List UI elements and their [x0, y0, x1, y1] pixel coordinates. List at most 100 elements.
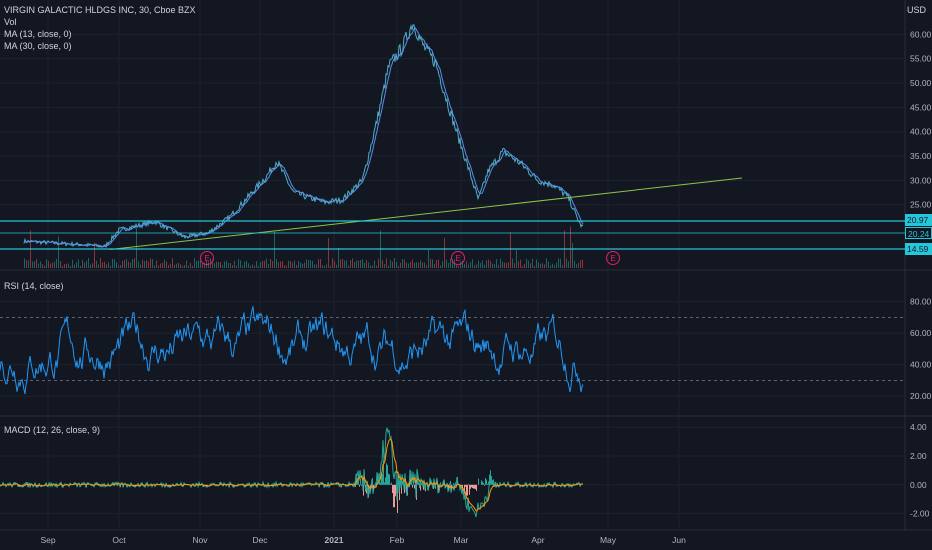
volume-bar [488, 259, 489, 268]
volume-bar [200, 260, 201, 268]
volume-bar [58, 236, 59, 268]
volume-bar [192, 265, 193, 268]
macd-histogram-bar [173, 483, 174, 485]
volume-bar [334, 260, 335, 268]
macd-histogram-bar [451, 484, 452, 490]
volume-bar [478, 260, 479, 268]
x-tick-4: 2021 [325, 535, 344, 545]
rsi-panel[interactable] [0, 306, 905, 395]
volume-bar [84, 262, 85, 268]
volume-bar [72, 259, 73, 268]
earnings-marker-label-2: E [610, 254, 615, 263]
volume-bar [322, 265, 323, 268]
macd-histogram-bar [22, 484, 23, 486]
volume-bar [378, 258, 379, 268]
volume-bar [472, 259, 473, 268]
macd-histogram-bar [544, 483, 545, 485]
volume-bar [486, 260, 487, 268]
macd-histogram-bar [387, 465, 388, 485]
macd-histogram-bar [487, 483, 488, 485]
volume-bar [36, 259, 37, 268]
volume-bar [534, 265, 535, 268]
volume-bar [280, 261, 281, 268]
macd-histogram-bar [554, 482, 555, 485]
volume-bar [546, 258, 547, 268]
volume-bar [398, 265, 399, 268]
earnings-marker-1 [451, 251, 465, 265]
volume-bar [340, 259, 341, 268]
volume-bar [90, 264, 91, 268]
macd-histogram-bar [383, 460, 384, 485]
y-tick-price-0: 60.00 [910, 29, 932, 39]
volume-bar [276, 258, 277, 268]
earnings-marker-2 [606, 251, 620, 265]
macd-histogram-bar [203, 484, 204, 487]
volume-bar [440, 265, 441, 268]
volume-bar [106, 264, 107, 268]
volume-bar [214, 263, 215, 268]
volume-bar [390, 260, 391, 268]
macd-histogram-bar [420, 484, 421, 491]
volume-bar [382, 260, 383, 268]
volume-bar [314, 264, 315, 268]
volume-bar [558, 258, 559, 268]
volume-bar [332, 258, 333, 268]
volume-bar [272, 261, 273, 268]
macd-histogram-bar [418, 482, 419, 485]
x-tick-6: Mar [454, 535, 469, 545]
volume-bar [578, 262, 579, 268]
macd-histogram-bar [556, 484, 557, 486]
volume-bar [560, 258, 561, 268]
volume-bar [410, 262, 411, 268]
volume-bar [356, 260, 357, 268]
volume-bar [422, 262, 423, 268]
volume-bar [38, 263, 39, 268]
y-tick-macd-2: 0.00 [910, 480, 927, 490]
price-panel[interactable] [0, 24, 905, 250]
volume-bar [284, 265, 285, 268]
volume-bar [120, 265, 121, 268]
macd-histogram-bar [406, 484, 407, 494]
macd-histogram-bar [401, 484, 402, 494]
volume-bar [44, 265, 45, 268]
volume-bar [452, 259, 453, 268]
macd-histogram-bar [141, 482, 142, 485]
volume-bar [432, 259, 433, 268]
macd-histogram-bar [384, 482, 385, 485]
volume-bar [392, 261, 393, 268]
volume-bar [166, 261, 167, 268]
volume-bar [232, 265, 233, 268]
volume-bar [100, 258, 101, 268]
y-tick-macd-0: 4.00 [910, 422, 927, 432]
volume-bar [338, 247, 339, 268]
volume-bar [188, 265, 189, 268]
volume-bar [484, 264, 485, 268]
macd-histogram-bar [491, 476, 492, 485]
volume-bar [436, 260, 437, 268]
volume-bar [70, 265, 71, 268]
macd-histogram-bar [441, 484, 442, 486]
macd-histogram-bar [135, 484, 136, 486]
volume-bar [394, 258, 395, 268]
macd-histogram-bar [321, 483, 322, 485]
volume-bar [482, 260, 483, 268]
earnings-marker-label-0: E [204, 254, 209, 263]
macd-title: MACD (12, 26, close, 9) [4, 425, 101, 435]
macd-histogram-bar [394, 484, 395, 508]
volume-bar [256, 261, 257, 268]
volume-bar [544, 264, 545, 268]
volume-bar [330, 265, 331, 268]
macd-histogram-bar [395, 484, 396, 497]
macd-panel[interactable] [0, 427, 584, 518]
macd-histogram-bar [421, 482, 422, 485]
macd-histogram-bar [388, 473, 389, 485]
volume-bar [328, 238, 329, 268]
volume-bar [226, 260, 227, 268]
volume-bar [74, 264, 75, 268]
volume-bar [142, 259, 143, 268]
volume-bar [222, 265, 223, 268]
volume-bar [212, 259, 213, 268]
volume-bar [152, 259, 153, 268]
